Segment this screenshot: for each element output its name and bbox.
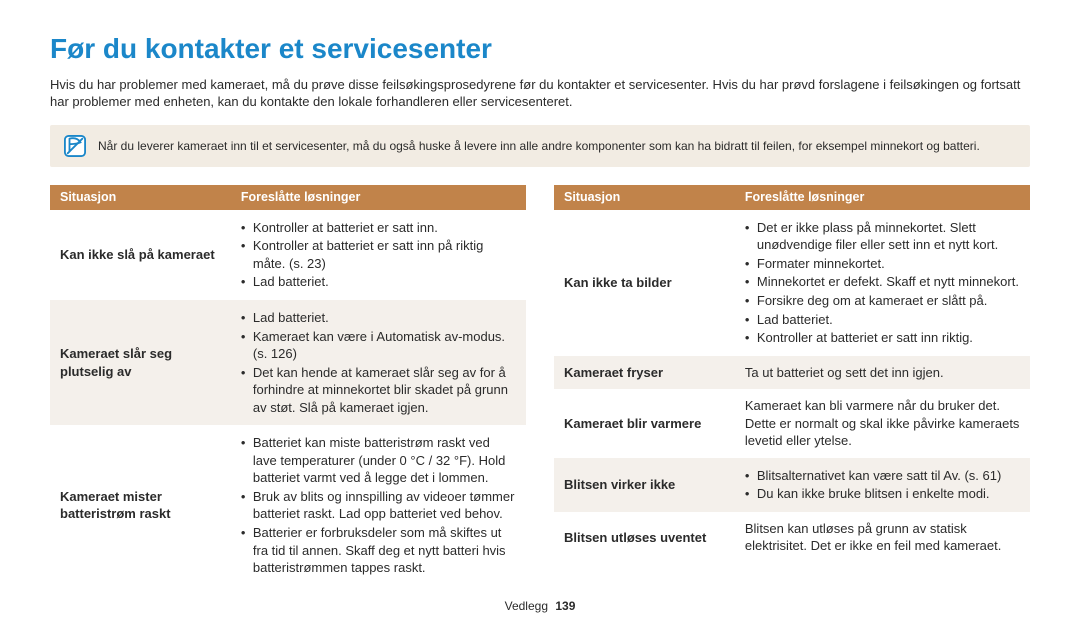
situation-cell: Kan ikke ta bilder	[554, 210, 735, 356]
table-row: Blitsen virker ikke Blitsalternativet kan…	[554, 458, 1030, 512]
table-row: Kameraet mister batteristrøm rasktBatter…	[50, 425, 526, 585]
solution-item: Lad batteriet.	[745, 311, 1020, 329]
footer-section: Vedlegg	[505, 599, 548, 613]
solution-item: Kameraet kan være i Automatisk av-modus.…	[241, 328, 516, 363]
left-column: Situasjon Foreslåtte løsninger Kan ikke …	[50, 185, 526, 586]
solution-cell: Ta ut batteriet og sett det inn igjen.	[735, 356, 1030, 390]
troubleshoot-table-left: Situasjon Foreslåtte løsninger Kan ikke …	[50, 185, 526, 586]
solution-cell: Batteriet kan miste batteristrøm raskt v…	[231, 425, 526, 585]
col-header-situation: Situasjon	[554, 185, 735, 210]
table-row: Kameraet slår seg plutselig avLad batter…	[50, 300, 526, 425]
solution-item: Kontroller at batteriet er satt inn.	[241, 219, 516, 237]
situation-cell: Kameraet mister batteristrøm raskt	[50, 425, 231, 585]
solution-cell: Kameraet kan bli varmere når du bruker d…	[735, 389, 1030, 458]
solution-cell: Kontroller at batteriet er satt inn.Kont…	[231, 210, 526, 300]
columns: Situasjon Foreslåtte løsninger Kan ikke …	[50, 185, 1030, 586]
page-title: Før du kontakter et servicesenter	[50, 30, 1030, 68]
solution-cell: Blitsalternativet kan være satt til Av. …	[735, 458, 1030, 512]
page-footer: Vedlegg 139	[0, 598, 1080, 614]
table-row: Kan ikke slå på kameraetKontroller at ba…	[50, 210, 526, 300]
situation-cell: Blitsen virker ikke	[554, 458, 735, 512]
solution-item: Forsikre deg om at kameraet er slått på.	[745, 292, 1020, 310]
solution-item: Formater minnekortet.	[745, 255, 1020, 273]
note-text: Når du leverer kameraet inn til et servi…	[98, 138, 980, 154]
col-header-solutions: Foreslåtte løsninger	[735, 185, 1030, 210]
solution-item: Kontroller at batteriet er satt inn på r…	[241, 237, 516, 272]
col-header-situation: Situasjon	[50, 185, 231, 210]
solution-item: Minnekortet er defekt. Skaff et nytt min…	[745, 273, 1020, 291]
table-row: Blitsen utløses uventet Blitsen kan utløs…	[554, 512, 1030, 563]
solution-list: Det er ikke plass på minnekortet. Slett …	[745, 219, 1020, 347]
solution-list: Batteriet kan miste batteristrøm raskt v…	[241, 434, 516, 576]
footer-page-number: 139	[555, 599, 575, 613]
solution-item: Blitsalternativet kan være satt til Av. …	[745, 467, 1020, 485]
solution-cell: Det er ikke plass på minnekortet. Slett …	[735, 210, 1030, 356]
solution-list: Lad batteriet.Kameraet kan være i Automa…	[241, 309, 516, 416]
table-row: Kameraet fryser Ta ut batteriet og sett d…	[554, 356, 1030, 390]
troubleshoot-table-right: Situasjon Foreslåtte løsninger Kan ikke …	[554, 185, 1030, 563]
right-column: Situasjon Foreslåtte løsninger Kan ikke …	[554, 185, 1030, 586]
solution-text: Ta ut batteriet og sett det inn igjen.	[745, 364, 1020, 382]
solution-item: Kontroller at batteriet er satt inn rikt…	[745, 329, 1020, 347]
page: Før du kontakter et servicesenter Hvis d…	[0, 0, 1080, 596]
solution-item: Batteriet kan miste batteristrøm raskt v…	[241, 434, 516, 487]
solution-item: Bruk av blits og innspilling av videoer …	[241, 488, 516, 523]
intro-text: Hvis du har problemer med kameraet, må d…	[50, 76, 1030, 111]
solution-item: Du kan ikke bruke blitsen i enkelte modi…	[745, 485, 1020, 503]
solution-item: Lad batteriet.	[241, 309, 516, 327]
solution-list: Blitsalternativet kan være satt til Av. …	[745, 467, 1020, 503]
note-box: Når du leverer kameraet inn til et servi…	[50, 125, 1030, 167]
solution-list: Kontroller at batteriet er satt inn.Kont…	[241, 219, 516, 291]
situation-cell: Kameraet fryser	[554, 356, 735, 390]
situation-cell: Kameraet slår seg plutselig av	[50, 300, 231, 425]
situation-cell: Blitsen utløses uventet	[554, 512, 735, 563]
table-row: Kameraet blir varmereKameraet kan bli va…	[554, 389, 1030, 458]
note-icon	[64, 135, 86, 157]
solution-text: Blitsen kan utløses på grunn av statisk …	[745, 520, 1020, 555]
solution-cell: Blitsen kan utløses på grunn av statisk …	[735, 512, 1030, 563]
solution-text: Kameraet kan bli varmere når du bruker d…	[745, 397, 1020, 450]
situation-cell: Kan ikke slå på kameraet	[50, 210, 231, 300]
situation-cell: Kameraet blir varmere	[554, 389, 735, 458]
solution-item: Batterier er forbruksdeler som må skifte…	[241, 524, 516, 577]
table-row: Kan ikke ta bilder Det er ikke plass på m…	[554, 210, 1030, 356]
solution-item: Det kan hende at kameraet slår seg av fo…	[241, 364, 516, 417]
col-header-solutions: Foreslåtte løsninger	[231, 185, 526, 210]
solution-cell: Lad batteriet.Kameraet kan være i Automa…	[231, 300, 526, 425]
solution-item: Det er ikke plass på minnekortet. Slett …	[745, 219, 1020, 254]
solution-item: Lad batteriet.	[241, 273, 516, 291]
